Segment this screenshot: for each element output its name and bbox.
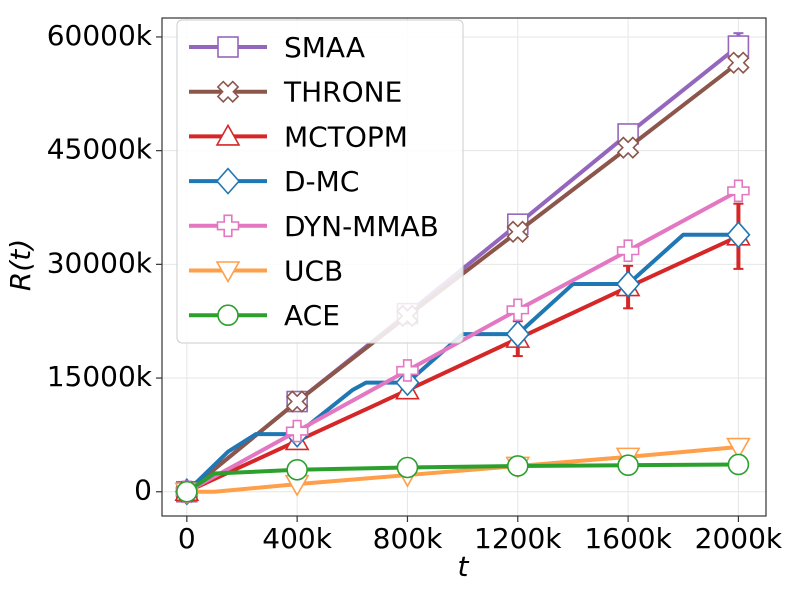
marker	[217, 304, 239, 327]
marker	[395, 368, 420, 397]
legend-label: D-MC	[284, 165, 359, 198]
x-tick-label: 1200k	[474, 522, 562, 555]
y-tick-label: 60000k	[47, 19, 153, 52]
marker	[217, 36, 239, 58]
y-tick-label: 45000k	[47, 133, 153, 166]
legend-label: DYN-MMAB	[284, 210, 439, 243]
x-tick-label: 2000k	[695, 522, 783, 555]
marker	[216, 214, 240, 238]
marker	[727, 35, 750, 57]
legend-label: THRONE	[283, 76, 402, 109]
marker	[285, 419, 309, 443]
y-tick-label: 30000k	[47, 246, 153, 279]
marker	[616, 136, 640, 159]
marker	[727, 179, 750, 203]
legend-label: MCTOPM	[284, 120, 408, 153]
marker	[506, 220, 530, 243]
marker	[215, 167, 241, 195]
marker	[616, 270, 641, 298]
marker	[727, 51, 750, 74]
marker	[286, 458, 308, 481]
marker	[616, 239, 640, 263]
marker	[617, 454, 639, 477]
y-tick-label: 0	[134, 474, 152, 507]
x-tick-label: 800k	[373, 522, 443, 555]
marker	[396, 456, 419, 479]
marker	[396, 359, 419, 382]
plot-frame	[161, 17, 767, 517]
marker	[727, 453, 750, 476]
legend-box	[176, 19, 464, 344]
marker	[726, 437, 751, 460]
x-tick-label: 400k	[262, 522, 332, 555]
marker	[215, 261, 241, 284]
marker	[216, 80, 240, 103]
x-tick-label: 0	[178, 522, 196, 555]
marker	[506, 298, 530, 322]
marker	[176, 480, 198, 503]
x-axis-label: t	[458, 550, 470, 583]
marker	[726, 221, 751, 249]
legend-label: ACE	[284, 299, 340, 332]
marker	[215, 123, 241, 146]
marker	[505, 320, 530, 348]
y-axis-label: R(t)	[4, 239, 37, 291]
marker	[285, 390, 309, 413]
marker	[506, 455, 529, 477]
legend-label: UCB	[284, 255, 343, 288]
legend-label: SMAA	[284, 31, 365, 64]
series-line	[185, 234, 740, 494]
x-tick-label: 1600k	[584, 522, 672, 555]
y-tick-label: 15000k	[47, 360, 153, 393]
